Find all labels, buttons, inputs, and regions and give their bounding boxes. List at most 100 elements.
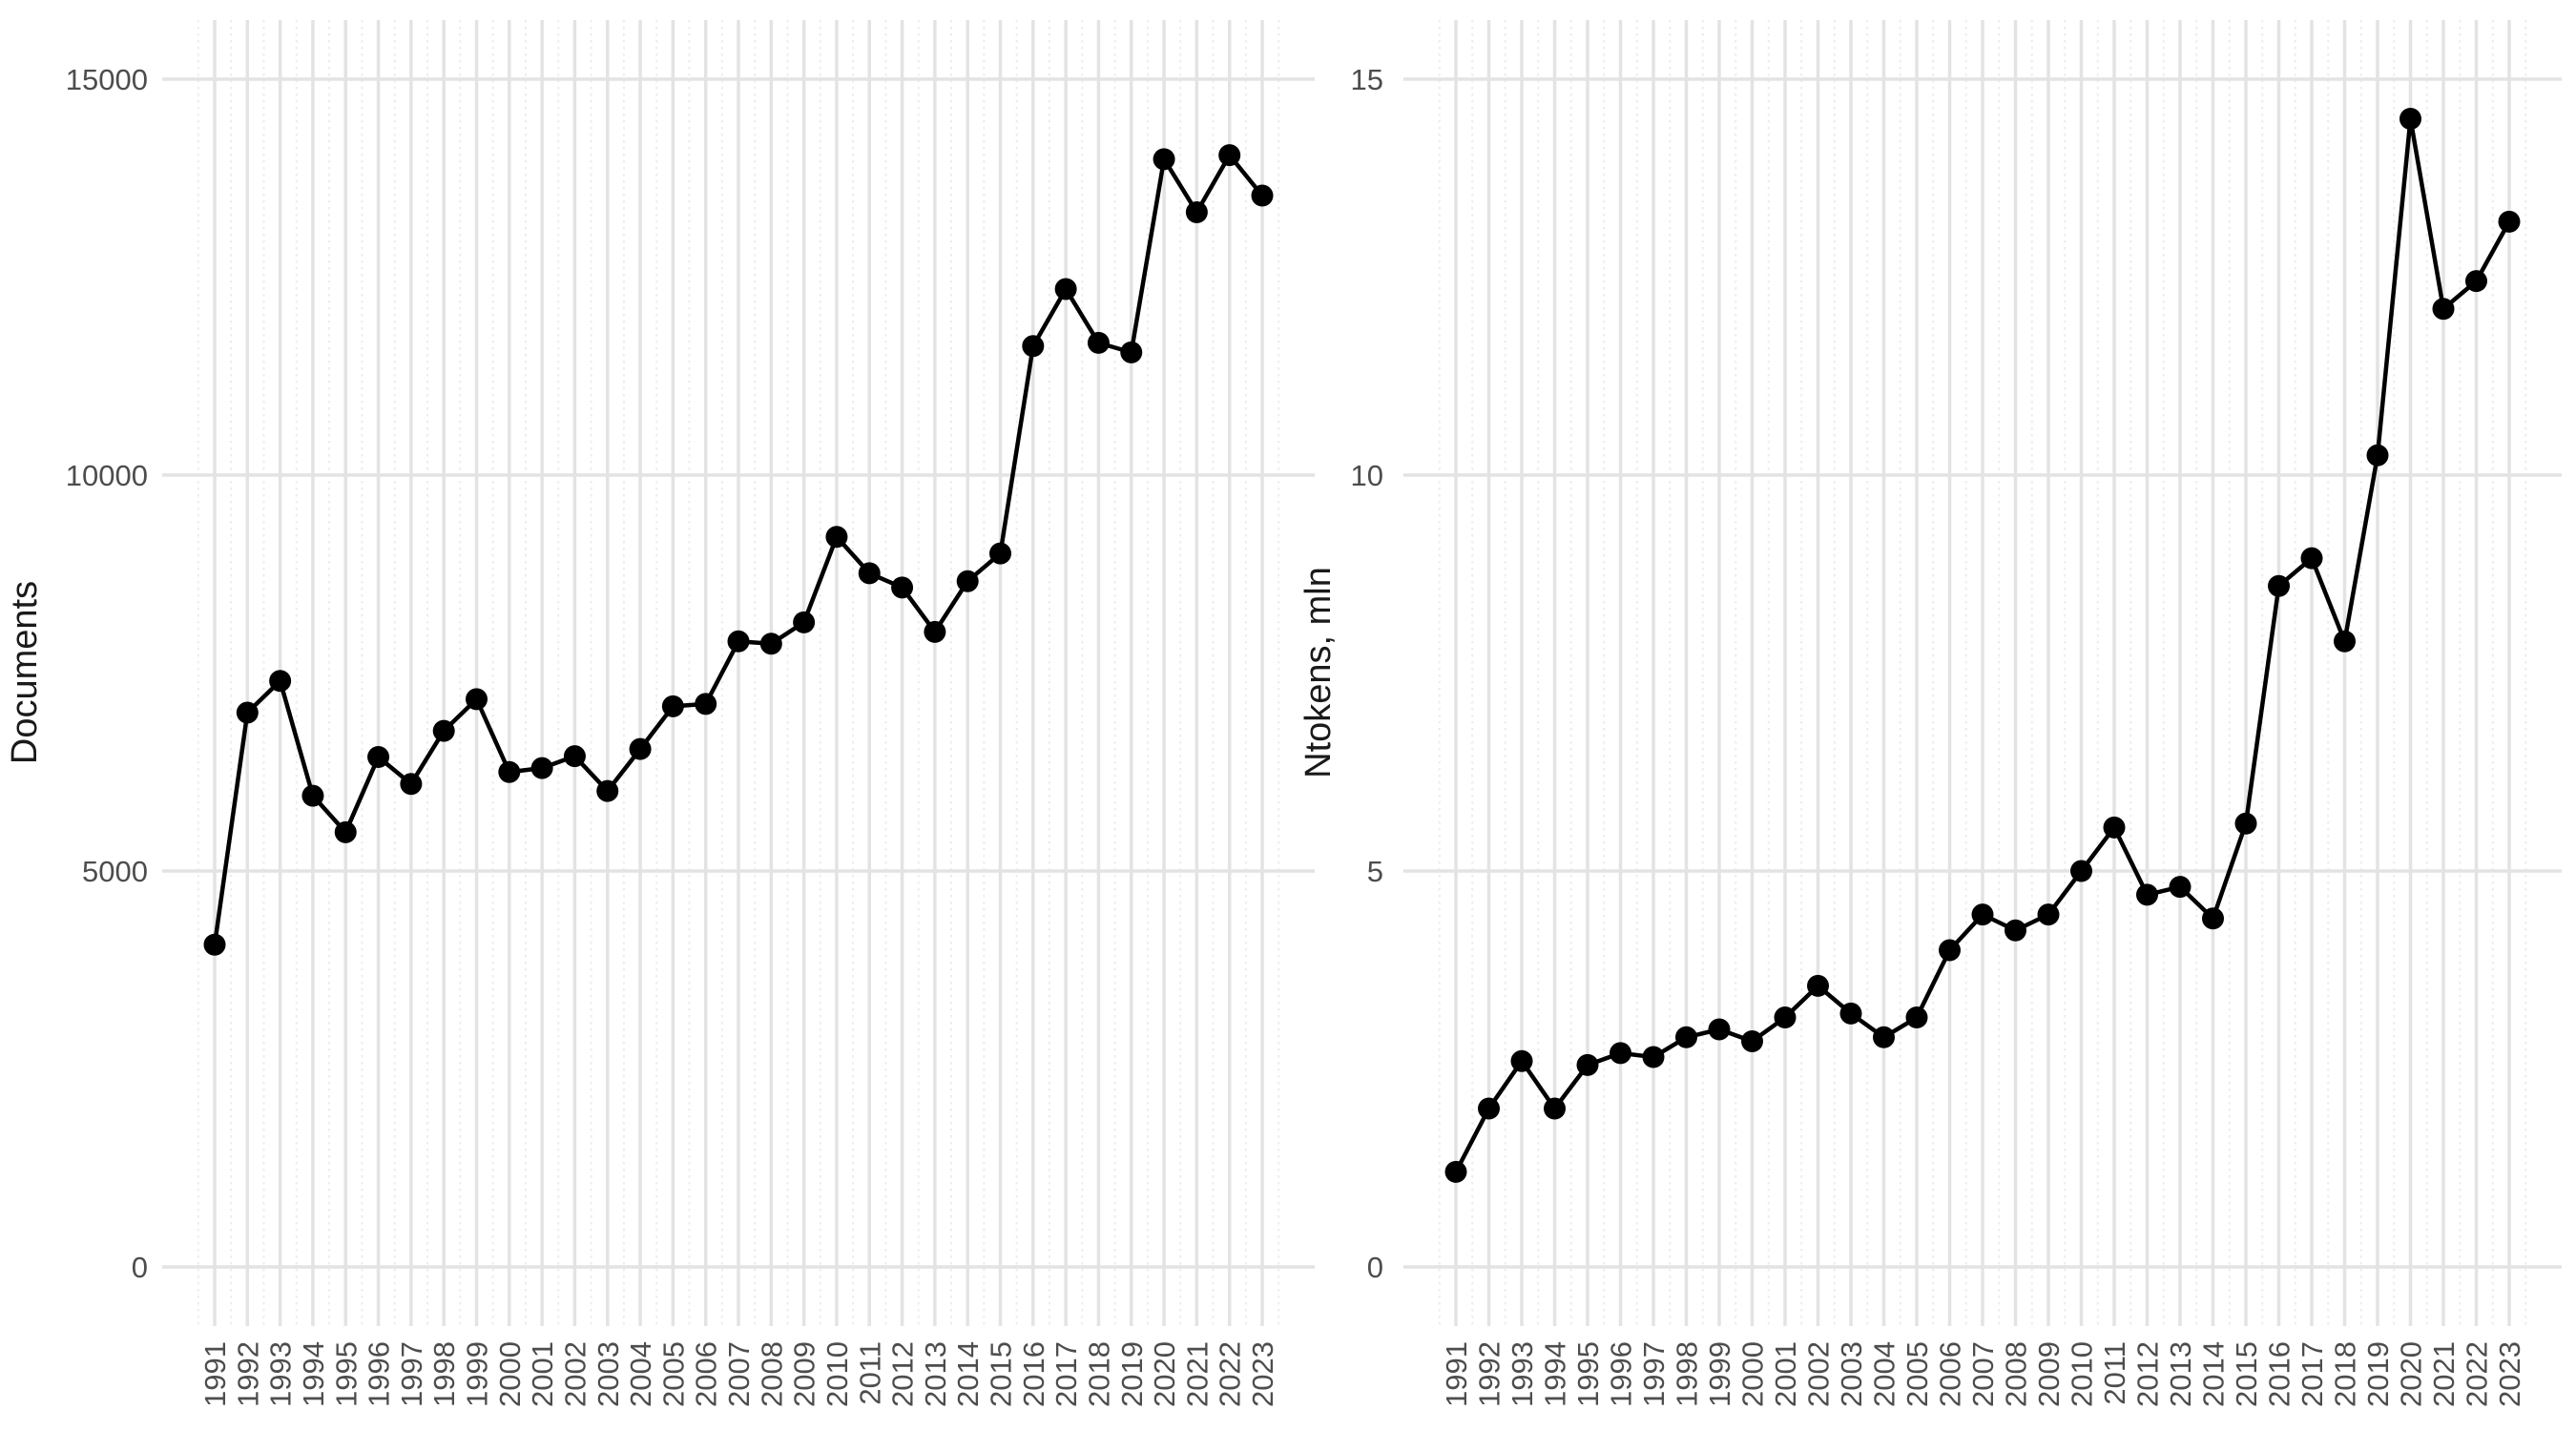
- data-point: [596, 779, 619, 802]
- x-tick-label: 2015: [2230, 1341, 2263, 1407]
- data-point: [2268, 574, 2290, 597]
- x-tick-label: 1994: [297, 1341, 330, 1407]
- data-point: [1576, 1053, 1599, 1076]
- y-axis-title: Documents: [5, 581, 45, 764]
- x-tick-label: 2013: [919, 1341, 952, 1407]
- data-point: [1120, 341, 1143, 363]
- x-tick-label: 1995: [329, 1341, 363, 1407]
- x-tick-label: 1997: [395, 1341, 428, 1407]
- x-tick-label: 2004: [624, 1341, 657, 1407]
- data-point: [1675, 1026, 1697, 1048]
- data-point: [1708, 1018, 1731, 1041]
- data-point: [2465, 270, 2487, 293]
- data-point: [2070, 860, 2092, 882]
- major-vertical-gridlines: [1454, 20, 2511, 1326]
- y-tick-label: 10: [1351, 459, 1383, 492]
- x-tick-label: 2018: [1082, 1341, 1115, 1407]
- x-tick-label: 2016: [1017, 1341, 1050, 1407]
- data-point: [2432, 298, 2455, 321]
- data-point: [530, 757, 553, 779]
- data-point: [1939, 939, 1961, 962]
- x-tick-label: 2023: [1246, 1341, 1279, 1407]
- x-tick-label: 2002: [1802, 1341, 1836, 1407]
- data-point: [956, 570, 979, 592]
- x-tick-label: 1996: [363, 1341, 396, 1407]
- x-tick-label: 1992: [231, 1341, 264, 1407]
- data-point: [1839, 1002, 1862, 1025]
- x-tick-label: 2007: [722, 1341, 756, 1407]
- data-point: [2498, 210, 2521, 233]
- data-point: [1022, 335, 1045, 358]
- x-tick-label: 2014: [951, 1341, 985, 1407]
- x-tick-label: 2013: [2164, 1341, 2197, 1407]
- ntokens-chart: 0 5 10 15 1991 1992 1993 1994 1995 1996 1997 1998 19…: [1298, 20, 2562, 1407]
- x-tick-label: 2002: [558, 1341, 592, 1407]
- data-point: [466, 688, 488, 711]
- data-point: [1251, 184, 1274, 207]
- x-tick-label: 2000: [1736, 1341, 1770, 1407]
- data-point: [1087, 331, 1110, 354]
- major-horizontal-gridlines: [1403, 77, 2562, 1269]
- x-tick-label: 2017: [2296, 1341, 2329, 1407]
- x-tick-label: 2005: [656, 1341, 690, 1407]
- data-point: [2037, 903, 2060, 926]
- data-point: [203, 933, 226, 956]
- x-tick-label: 2021: [1180, 1341, 1214, 1407]
- x-tick-label: 2016: [2263, 1341, 2296, 1407]
- x-tick-label: 2003: [592, 1341, 625, 1407]
- x-tick-label: 1993: [1506, 1341, 1539, 1407]
- data-point: [2169, 876, 2192, 899]
- x-tick-label: 2001: [1769, 1341, 1802, 1407]
- data-point: [236, 701, 259, 724]
- x-tick-label: 1999: [1703, 1341, 1736, 1407]
- data-point: [269, 670, 292, 693]
- x-tick-label: 1998: [1671, 1341, 1704, 1407]
- data-point: [2202, 907, 2224, 930]
- x-tick-label: 2020: [1148, 1341, 1181, 1407]
- data-points: [203, 144, 1274, 956]
- x-tick-label: 2006: [690, 1341, 723, 1407]
- data-point: [1873, 1026, 1895, 1048]
- y-tick-label: 15: [1351, 63, 1383, 96]
- y-axis-tick-labels: 0 5000 10000 15000: [66, 63, 148, 1284]
- data-point: [2234, 812, 2257, 835]
- x-tick-label: 1995: [1571, 1341, 1605, 1407]
- x-tick-label: 1996: [1605, 1341, 1638, 1407]
- x-tick-label: 2022: [1214, 1341, 1247, 1407]
- x-tick-label: 2009: [2032, 1341, 2066, 1407]
- x-tick-label: 2010: [2066, 1341, 2099, 1407]
- x-tick-label: 2022: [2461, 1341, 2494, 1407]
- x-axis-tick-labels: 1991 1992 1993 1994 1995 1996 1997 1998 1999 2000…: [198, 1341, 1279, 1407]
- y-tick-label: 0: [132, 1251, 148, 1284]
- y-tick-label: 5000: [82, 855, 148, 888]
- data-point: [1905, 1006, 1928, 1029]
- x-tick-label: 2019: [1115, 1341, 1149, 1407]
- x-tick-label: 1998: [427, 1341, 461, 1407]
- data-point: [1153, 148, 1175, 171]
- x-tick-label: 1999: [461, 1341, 494, 1407]
- data-point: [2399, 108, 2421, 130]
- data-point: [989, 542, 1011, 565]
- x-tick-label: 2003: [1835, 1341, 1868, 1407]
- x-tick-label: 1994: [1539, 1341, 1572, 1407]
- data-point: [1510, 1049, 1533, 1072]
- data-point: [1054, 278, 1077, 301]
- data-point: [661, 695, 684, 717]
- y-tick-label: 5: [1367, 855, 1383, 888]
- data-point: [2334, 630, 2356, 653]
- x-tick-label: 2008: [755, 1341, 788, 1407]
- data-point: [2136, 883, 2158, 906]
- x-tick-label: 2011: [853, 1341, 886, 1405]
- x-tick-label: 2014: [2197, 1341, 2231, 1407]
- data-point: [891, 576, 914, 599]
- x-tick-label: 2001: [526, 1341, 559, 1407]
- data-point: [759, 633, 782, 655]
- data-point: [400, 773, 423, 796]
- x-tick-label: 2017: [1049, 1341, 1083, 1407]
- data-point: [367, 745, 390, 768]
- data-point: [1774, 1006, 1797, 1029]
- data-point: [1741, 1029, 1763, 1052]
